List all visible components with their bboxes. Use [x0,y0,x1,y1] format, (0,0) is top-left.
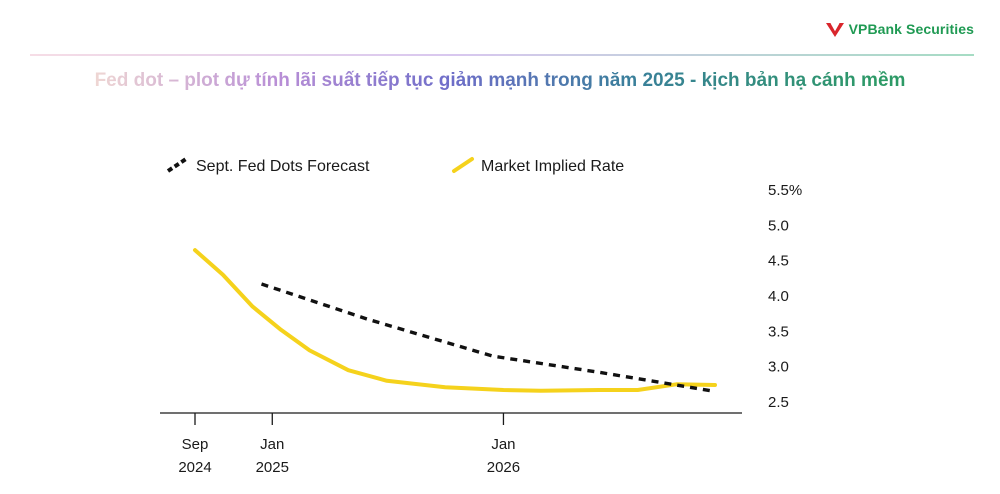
y-tick-label: 5.0 [768,217,789,234]
y-tick-label: 4.5 [768,253,789,270]
legend-item-market-implied: Market Implied Rate [452,157,624,175]
chart-series [193,248,717,394]
fed-dots-forecast-line [260,282,716,394]
y-tick-label: 5.5% [768,182,802,199]
brand-name: VPBank Securities [848,21,974,37]
brand-logo: VPBank Securities [825,20,974,38]
x-tick-label-month: Jan [491,436,515,453]
x-tick-label-month: Sep [182,436,209,453]
chart-legend: Sept. Fed Dots Forecast Market Implied Ra… [166,157,624,175]
legend-label: Market Implied Rate [481,158,624,175]
y-tick-label: 3.0 [768,359,789,376]
legend-swatch [452,157,474,173]
slide-title: Fed dot – plot dự tính lãi suất tiếp tục… [0,70,1000,92]
x-tick-label-year: 2025 [256,459,289,476]
vpbank-logo-icon [825,22,844,37]
chart-axes: 5.5% 5.0 4.5 4.0 3.5 3.0 2.5 Sep 2024 Jan 2025 Jan 2… [160,182,802,476]
market-implied-rate-line [193,248,717,393]
x-tick-label-month: Jan [260,436,284,453]
y-tick-label: 3.5 [768,323,789,340]
x-tick-label-year: 2026 [487,459,520,476]
y-tick-label: 2.5 [768,394,789,411]
legend-item-fed-dots: Sept. Fed Dots Forecast [166,157,370,175]
y-tick-label: 4.0 [768,288,789,305]
legend-swatch [166,157,188,173]
x-tick-label-year: 2024 [178,459,211,476]
legend-label: Sept. Fed Dots Forecast [196,158,370,175]
header-divider [30,54,974,56]
